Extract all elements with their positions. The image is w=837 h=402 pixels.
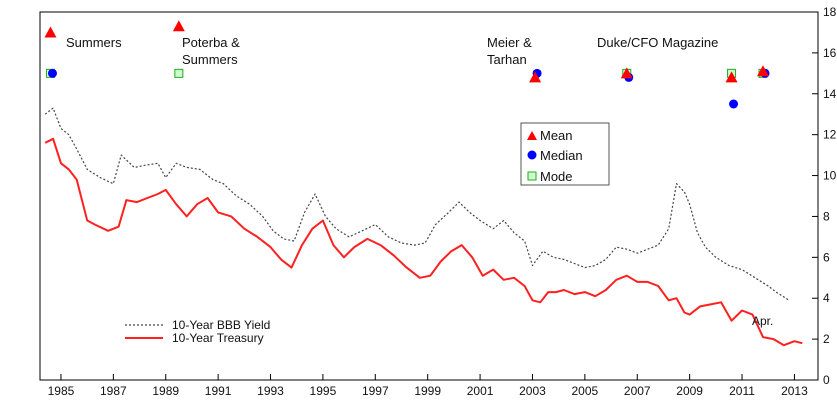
x-tick-label: 1995 [310, 384, 337, 398]
legend-median-dot-icon [527, 150, 537, 160]
plot-frame [39, 11, 819, 381]
y-tick-label: 14 [823, 87, 837, 101]
x-tick-label: 2003 [519, 384, 546, 398]
annotations: Summers Poterba & Summers Meier & Tarhan… [66, 35, 773, 328]
mean-marker [172, 20, 185, 32]
series-bbb-yield-line [44, 107, 790, 301]
annotation-poterba-line2: Summers [182, 52, 238, 67]
legend-mode-square-icon [527, 171, 537, 181]
annotation-apr: Apr. [752, 314, 773, 328]
x-tick-label: 2011 [729, 384, 755, 398]
y-tick-label: 12 [823, 128, 837, 142]
x-tick-label: 1991 [205, 384, 232, 398]
series-treasury-line [44, 137, 803, 347]
y-tick-label: 18 [823, 5, 837, 19]
y-tick-label: 10 [823, 169, 837, 183]
median-marker [729, 99, 739, 109]
mean-marker [44, 26, 57, 38]
y-tick-label: 16 [823, 46, 837, 60]
y-tick-label: 2 [823, 332, 830, 346]
y-tick-label: 4 [823, 291, 830, 305]
x-tick-label: 2001 [467, 384, 494, 398]
legend-mode-label: Mode [540, 169, 573, 184]
mean-marker [529, 71, 542, 83]
median-marker [47, 68, 57, 78]
mode-marker [174, 68, 184, 78]
legend-mean-triangle-icon [527, 131, 537, 140]
annotation-summers: Summers [66, 35, 122, 50]
x-tick-label: 1985 [48, 384, 75, 398]
x-tick-label: 1987 [100, 384, 127, 398]
x-tick-label: 2009 [676, 384, 703, 398]
legend-bbb-label: 10-Year BBB Yield [172, 318, 270, 332]
y-tick-label: 8 [823, 209, 830, 223]
mean-marker [725, 71, 738, 83]
y-tick-label: 0 [823, 373, 830, 387]
x-tick-label: 2005 [572, 384, 599, 398]
axes: 0 2 4 6 8 10 12 14 16 18 1985 1987 1989 1991 1993 1995 1… [39, 5, 837, 398]
annotation-duke-cfo: Duke/CFO Magazine [597, 35, 718, 50]
annotation-meier-line2: Tarhan [487, 52, 527, 67]
y-tick-label: 6 [823, 250, 830, 264]
x-tick-label: 1993 [257, 384, 284, 398]
x-tick-label: 2013 [781, 384, 808, 398]
legend-lines: 10-Year BBB Yield 10-Year Treasury [125, 318, 270, 345]
annotation-poterba-line1: Poterba & [182, 35, 240, 50]
x-tick-label: 2007 [624, 384, 651, 398]
legend-mean-label: Mean [540, 128, 573, 143]
x-tick-label: 1997 [362, 384, 389, 398]
x-tick-label: 1999 [414, 384, 441, 398]
legend-median-label: Median [540, 148, 583, 163]
x-tick-label: 1989 [152, 384, 179, 398]
legend-markers: Mean Median Mode [520, 122, 610, 186]
annotation-meier-line1: Meier & [487, 35, 532, 50]
legend-treasury-label: 10-Year Treasury [172, 331, 264, 345]
mean-marker [756, 65, 769, 77]
mean-marker [620, 67, 633, 79]
plot-area [44, 20, 803, 347]
